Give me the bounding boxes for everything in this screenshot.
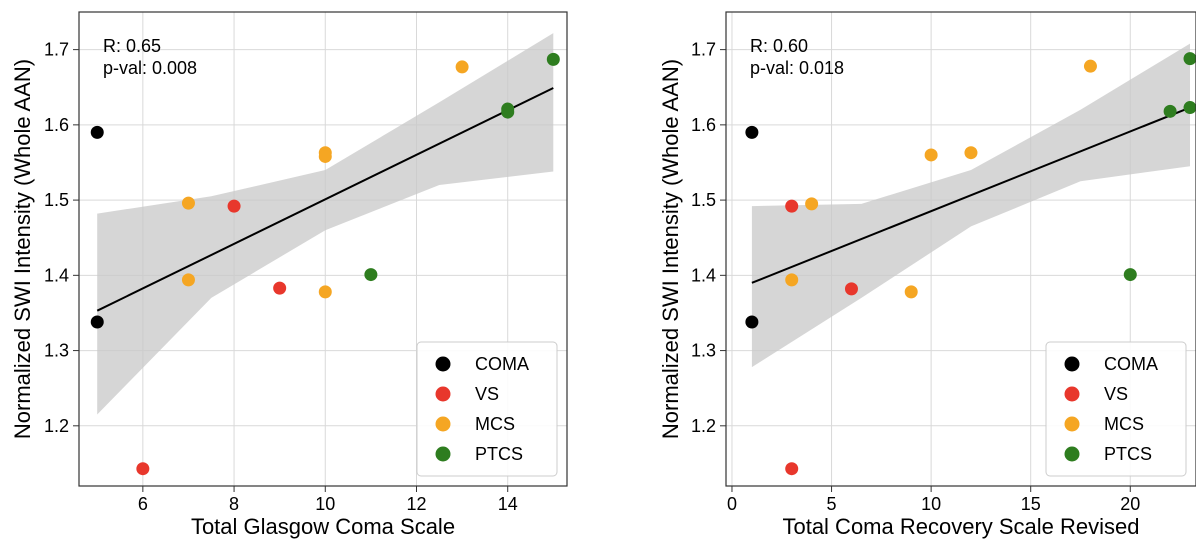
x-axis-label: Total Glasgow Coma Scale bbox=[191, 514, 455, 539]
regression-line bbox=[96, 87, 554, 312]
data-point-mcs bbox=[805, 197, 819, 211]
x-tick-label: 5 bbox=[827, 494, 837, 514]
data-point-ptcs bbox=[1163, 104, 1177, 118]
data-point-mcs bbox=[785, 273, 799, 287]
x-tick-label: 15 bbox=[1021, 494, 1041, 514]
r-value-annotation: R: 0.60 bbox=[750, 36, 808, 56]
legend-label-coma: COMA bbox=[1104, 354, 1158, 374]
y-tick-label: 1.2 bbox=[691, 416, 716, 436]
legend-marker-coma bbox=[1064, 356, 1080, 372]
y-tick-label: 1.5 bbox=[44, 190, 69, 210]
y-tick-label: 1.7 bbox=[691, 40, 716, 60]
p-value-annotation: p-val: 0.008 bbox=[103, 58, 197, 78]
y-tick-label: 1.5 bbox=[691, 190, 716, 210]
y-tick-label: 1.6 bbox=[691, 115, 716, 135]
regression-line bbox=[751, 106, 1191, 284]
data-point-ptcs bbox=[546, 52, 560, 66]
data-point-mcs bbox=[904, 285, 918, 299]
data-point-mcs bbox=[455, 60, 469, 74]
y-axis-label: Normalized SWI Intensity (Whole AAN) bbox=[658, 59, 683, 439]
chart-1: 6 8 10 12 14 1.2 1.3 1.4 1.5 1.6 1.7 Total Glasgow … bbox=[10, 11, 568, 539]
legend-label-vs: VS bbox=[1104, 384, 1128, 404]
data-point-mcs bbox=[1083, 59, 1097, 73]
y-tick-label: 1.3 bbox=[691, 341, 716, 361]
legend-marker-ptcs bbox=[1064, 446, 1080, 462]
legend-label-ptcs: PTCS bbox=[475, 444, 523, 464]
data-point-ptcs bbox=[1123, 268, 1137, 282]
x-tick-label: 10 bbox=[921, 494, 941, 514]
data-point-mcs bbox=[318, 285, 332, 299]
legend-marker-vs bbox=[435, 386, 451, 402]
p-value-annotation: p-val: 0.018 bbox=[750, 58, 844, 78]
x-axis-label: Total Coma Recovery Scale Revised bbox=[782, 514, 1139, 539]
legend-marker-mcs bbox=[435, 416, 451, 432]
y-tick-label: 1.2 bbox=[44, 416, 69, 436]
chart-2: 0 5 10 15 20 1.2 1.3 1.4 1.5 1.6 1.7 Total Coma Rec… bbox=[658, 11, 1196, 539]
data-point-mcs bbox=[181, 273, 195, 287]
data-point-coma bbox=[745, 125, 759, 139]
data-point-coma bbox=[90, 315, 104, 329]
legend-label-vs: VS bbox=[475, 384, 499, 404]
data-point-ptcs bbox=[1183, 52, 1196, 66]
axes-frame bbox=[78, 11, 568, 487]
data-point-ptcs bbox=[364, 268, 378, 282]
data-point-vs bbox=[136, 462, 150, 476]
legend-marker-mcs bbox=[1064, 416, 1080, 432]
y-tick-label: 1.4 bbox=[691, 265, 716, 285]
legend-box bbox=[1045, 341, 1187, 477]
x-tick-label: 10 bbox=[315, 494, 335, 514]
data-point-coma bbox=[90, 125, 104, 139]
legend-label-ptcs: PTCS bbox=[1104, 444, 1152, 464]
confidence-band bbox=[751, 43, 1190, 368]
legend-marker-ptcs bbox=[435, 446, 451, 462]
r-value-annotation: R: 0.65 bbox=[103, 36, 161, 56]
legend-marker-coma bbox=[435, 356, 451, 372]
legend-box bbox=[416, 341, 558, 477]
legend-label-coma: COMA bbox=[475, 354, 529, 374]
data-point-vs bbox=[785, 462, 799, 476]
data-point-ptcs bbox=[501, 105, 515, 119]
axes-frame bbox=[725, 11, 1196, 487]
x-tick-label: 8 bbox=[229, 494, 239, 514]
confidence-band bbox=[97, 33, 554, 415]
x-tick-label: 0 bbox=[727, 494, 737, 514]
data-point-mcs bbox=[964, 146, 978, 160]
x-tick-label: 20 bbox=[1120, 494, 1140, 514]
y-axis-label: Normalized SWI Intensity (Whole AAN) bbox=[10, 59, 35, 439]
data-point-ptcs bbox=[1183, 101, 1196, 115]
x-tick-label: 6 bbox=[138, 494, 148, 514]
data-point-vs bbox=[273, 281, 287, 295]
data-point-mcs bbox=[181, 196, 195, 210]
legend-label-mcs: MCS bbox=[475, 414, 515, 434]
y-tick-label: 1.7 bbox=[44, 40, 69, 60]
y-tick-label: 1.3 bbox=[44, 341, 69, 361]
data-point-mcs bbox=[924, 148, 938, 162]
y-tick-label: 1.4 bbox=[44, 265, 69, 285]
data-point-coma bbox=[745, 315, 759, 329]
y-tick-label: 1.6 bbox=[44, 115, 69, 135]
data-point-vs bbox=[844, 282, 858, 296]
legend-marker-vs bbox=[1064, 386, 1080, 402]
legend-label-mcs: MCS bbox=[1104, 414, 1144, 434]
data-point-vs bbox=[227, 199, 241, 213]
x-tick-label: 12 bbox=[406, 494, 426, 514]
data-point-vs bbox=[785, 199, 799, 213]
x-tick-label: 14 bbox=[498, 494, 518, 514]
data-point-mcs bbox=[318, 149, 332, 163]
